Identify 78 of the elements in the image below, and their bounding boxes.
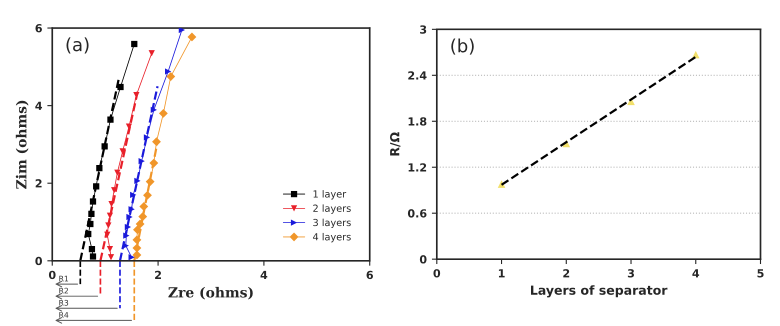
point <box>90 253 96 260</box>
point <box>102 143 108 150</box>
point <box>88 210 95 217</box>
annotation: (a) <box>66 37 89 54</box>
y-tick-label: 1.8 <box>408 117 426 126</box>
point <box>93 183 100 190</box>
point <box>139 202 148 211</box>
point <box>106 212 114 219</box>
point <box>108 201 115 208</box>
point <box>106 246 114 252</box>
point <box>152 137 161 146</box>
point <box>87 220 94 228</box>
point <box>108 254 114 260</box>
x-tick-label: 2 <box>155 270 161 279</box>
legend-label: 2 layers <box>313 204 351 214</box>
point <box>132 235 142 244</box>
x-axis-title: Zre (ohms) <box>168 286 253 300</box>
point <box>128 254 135 260</box>
y-tick-label: 6 <box>35 24 42 32</box>
point <box>132 250 142 260</box>
point <box>144 134 150 141</box>
point <box>120 148 126 155</box>
x-tick-label: 2 <box>563 269 570 278</box>
x-tick-label: 3 <box>628 269 634 278</box>
point <box>138 158 145 164</box>
point <box>114 170 120 176</box>
x-tick-label: 4 <box>692 269 700 278</box>
y-tick-label: 0 <box>420 255 427 264</box>
point <box>104 232 110 238</box>
y-axis-title: R/Ω <box>390 132 400 156</box>
point <box>138 212 148 221</box>
x-tick-label: 4 <box>260 270 268 279</box>
y-tick-label: 0.6 <box>408 209 426 218</box>
point <box>132 244 142 252</box>
point <box>133 225 142 234</box>
legend-label: 3 layers <box>313 218 351 228</box>
point <box>130 192 136 198</box>
legend-label: 1 layer <box>314 190 346 200</box>
point <box>178 28 186 34</box>
x-axis-title: Layers of separator <box>531 285 668 298</box>
annotation: (b) <box>451 38 474 55</box>
y-tick-label: 2.4 <box>408 71 427 80</box>
point <box>126 214 133 220</box>
y-tick-label: 0 <box>35 256 42 266</box>
point <box>158 108 168 118</box>
legend-label: 4 layers <box>312 232 351 242</box>
x-tick-label: 5 <box>757 269 764 278</box>
point <box>124 224 132 230</box>
x-tick-label: 0 <box>433 269 440 278</box>
point <box>123 232 130 239</box>
point <box>134 178 141 184</box>
point <box>149 158 158 168</box>
point <box>148 50 155 56</box>
point <box>128 206 135 212</box>
y-tick-label: 1.2 <box>408 163 426 172</box>
point <box>96 164 102 172</box>
y-axis-title: Zim (ohms) <box>16 100 29 189</box>
point <box>166 72 176 81</box>
point <box>85 230 92 238</box>
point <box>143 190 152 200</box>
point <box>122 242 129 249</box>
point <box>105 222 112 229</box>
point <box>117 84 124 90</box>
x-tick-label: 1 <box>498 269 505 278</box>
point <box>88 246 96 252</box>
point <box>146 177 155 186</box>
point <box>165 68 172 75</box>
y-tick-label: 3 <box>420 25 426 34</box>
point <box>188 32 196 42</box>
y-tick-label: 4 <box>35 102 42 110</box>
point <box>150 106 157 114</box>
x-tick-label: 6 <box>366 270 373 280</box>
point <box>107 116 114 123</box>
point <box>136 220 145 228</box>
point <box>90 198 96 205</box>
point <box>131 40 138 48</box>
y-tick-label: 2 <box>36 179 42 188</box>
x-tick-label: 0 <box>48 270 56 280</box>
